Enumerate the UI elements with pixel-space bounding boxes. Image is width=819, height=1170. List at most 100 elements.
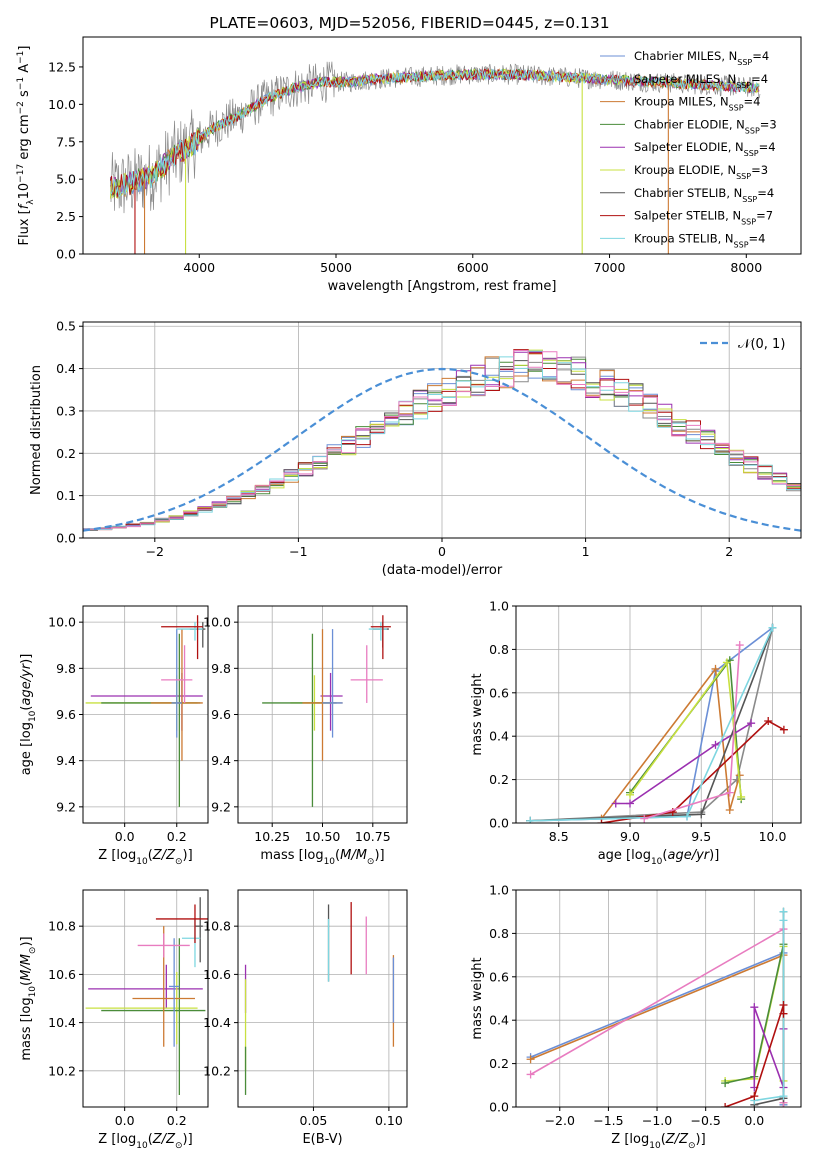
label-part: Z [ — [98, 848, 116, 863]
label-part: )] — [183, 1132, 193, 1147]
x-tick-label: 9.5 — [691, 829, 711, 844]
x-tick-label: 10.25 — [254, 829, 290, 844]
plus-marker — [526, 1070, 535, 1079]
x-axis-label: E(B-V) — [302, 1132, 342, 1147]
y-tick-label: 9.4 — [211, 753, 231, 768]
label-part: )] — [696, 1132, 706, 1147]
x-tick-label: 0.0 — [115, 1113, 135, 1128]
x-axis-label: mass [log10(M/M⊙)] — [260, 848, 384, 867]
mass-vs-Z-panel: 0.0 0.210.210.410.610.8Z [log10(Z/Z⊙)]mas… — [19, 889, 209, 1151]
legend-text: Salpeter STELIB, N — [634, 209, 741, 223]
weight-vs-Z-panel: −2.0 −1.5 −1.0 −0.5 0.0 0.0 0.2 0.4 0.6 0.8 1.0 Z [… — [470, 883, 802, 1151]
legend-text: =7 — [756, 209, 773, 223]
label-part: 10 — [28, 986, 38, 998]
legend-text: Chabrier STELIB, N — [634, 186, 742, 200]
label-part: log — [304, 848, 324, 863]
label-part: ( — [19, 706, 34, 711]
y-tick-label: 10.2 — [48, 1063, 76, 1078]
plus-marker — [779, 907, 788, 916]
legend-text: =4 — [752, 49, 769, 63]
legend-sub: SSP — [736, 172, 751, 181]
legend-entry: Chabrier ELODIE, NSSP=3 — [634, 117, 777, 135]
x-tick-label: 1 — [582, 544, 590, 559]
axes-frame — [237, 889, 408, 1108]
plus-marker — [747, 719, 756, 728]
y-tick-label: 1.0 — [489, 599, 509, 614]
legend-text: =4 — [759, 140, 776, 154]
plus-marker — [737, 792, 746, 801]
x-tick-label: 0 — [438, 544, 446, 559]
mass-vs-ebv-panel: 0.05 0.10 10.2 10.4 10.6 10.8 E(B-V) — [203, 889, 408, 1147]
label-part: E(B-V) — [302, 1132, 342, 1147]
y-tick-label: 10.8 — [203, 919, 231, 934]
axes-frame — [82, 889, 209, 1108]
y-axis-label: mass [log10(M/M⊙)] — [19, 936, 38, 1060]
normal-fit-curve — [83, 367, 801, 532]
label-part: )] — [709, 848, 719, 863]
label-part: )] — [374, 848, 384, 863]
label-part: ⊙ — [688, 1141, 696, 1151]
y-tick-label: 9.6 — [56, 707, 76, 722]
label-part: mass [ — [19, 1017, 34, 1060]
y-tick-label: 0.2 — [489, 772, 509, 787]
y-tick-label: 10.0 — [203, 615, 231, 630]
label-part: −1 — [16, 77, 26, 90]
y-tick-label: 0.6 — [489, 969, 509, 984]
plus-marker — [711, 740, 720, 749]
x-axis-label: Z [log10(Z/Z⊙)] — [98, 1132, 192, 1151]
errorbars — [85, 615, 206, 807]
x-tick-label: 0.0 — [115, 829, 135, 844]
plus-marker — [721, 1079, 730, 1088]
y-tick-label: 10.8 — [48, 919, 76, 934]
label-part: ⊙ — [28, 947, 38, 955]
y-axis-label: mass weight — [470, 957, 485, 1039]
legend-entry: Salpeter STELIB, NSSP=7 — [634, 209, 773, 227]
label-part: log — [19, 722, 34, 742]
x-tick-label: 9.0 — [620, 829, 640, 844]
x-axis-label: Z [log10(Z/Z⊙)] — [98, 848, 192, 867]
y-tick-label: 0.0 — [56, 247, 76, 262]
y-tick-label: 0.8 — [489, 642, 509, 657]
y-tick-label: 9.4 — [56, 753, 76, 768]
label-part: f — [17, 202, 32, 209]
label-part: age [ — [19, 742, 34, 775]
label-part: 10 — [651, 857, 663, 867]
legend-text: Kroupa ELODIE, N — [634, 163, 736, 177]
legend-sub: SSP — [741, 217, 756, 226]
y-tick-label: 5.0 — [56, 172, 76, 187]
y-tick-label: 0.0 — [489, 816, 509, 831]
legend-entry: Kroupa ELODIE, NSSP=3 — [634, 163, 768, 181]
errorbars — [262, 615, 391, 807]
legend-sub: SSP — [745, 126, 760, 135]
plus-marker — [611, 799, 620, 808]
x-tick-label: 0.2 — [167, 1113, 187, 1128]
y-tick-label: 0.4 — [56, 361, 76, 376]
label-part: ( — [335, 848, 340, 863]
y-tick-label: 0.0 — [489, 1100, 509, 1115]
x-tick-label: 0.05 — [300, 1113, 328, 1128]
label-part: Z/Z — [665, 1132, 689, 1147]
label-part: ⊙ — [175, 857, 183, 867]
y-tick-label: 2.5 — [56, 209, 76, 224]
plus-marker — [779, 1001, 788, 1010]
label-part: mass weight — [470, 673, 485, 755]
label-part: Z [ — [611, 1132, 629, 1147]
label-part: −17 — [16, 164, 26, 183]
y-tick-label: 0.5 — [56, 319, 76, 334]
model-spectrum — [109, 68, 760, 199]
y-tick-label: 12.5 — [48, 59, 76, 74]
histograms — [83, 349, 801, 538]
legend-sub: SSP — [744, 149, 759, 158]
age-vs-mass-panel: 10.25 10.50 10.75 9.2 9.4 9.6 9.8 10.0 mass [log… — [203, 605, 408, 867]
y-tick-label: 10.6 — [203, 967, 231, 982]
y-tick-label: 9.2 — [56, 799, 76, 814]
label-part: Z [ — [98, 1132, 116, 1147]
x-tick-label: 0.2 — [167, 829, 187, 844]
legend-text: =3 — [760, 117, 777, 131]
y-tick-label: 0.6 — [489, 685, 509, 700]
label-part: 10 — [17, 183, 32, 200]
label-part: age/yr — [19, 662, 34, 705]
weight-vs-age-panel: 8.5 9.0 9.5 10.0 0.0 0.2 0.4 0.6 0.8 1.0 age [log1… — [470, 599, 802, 867]
